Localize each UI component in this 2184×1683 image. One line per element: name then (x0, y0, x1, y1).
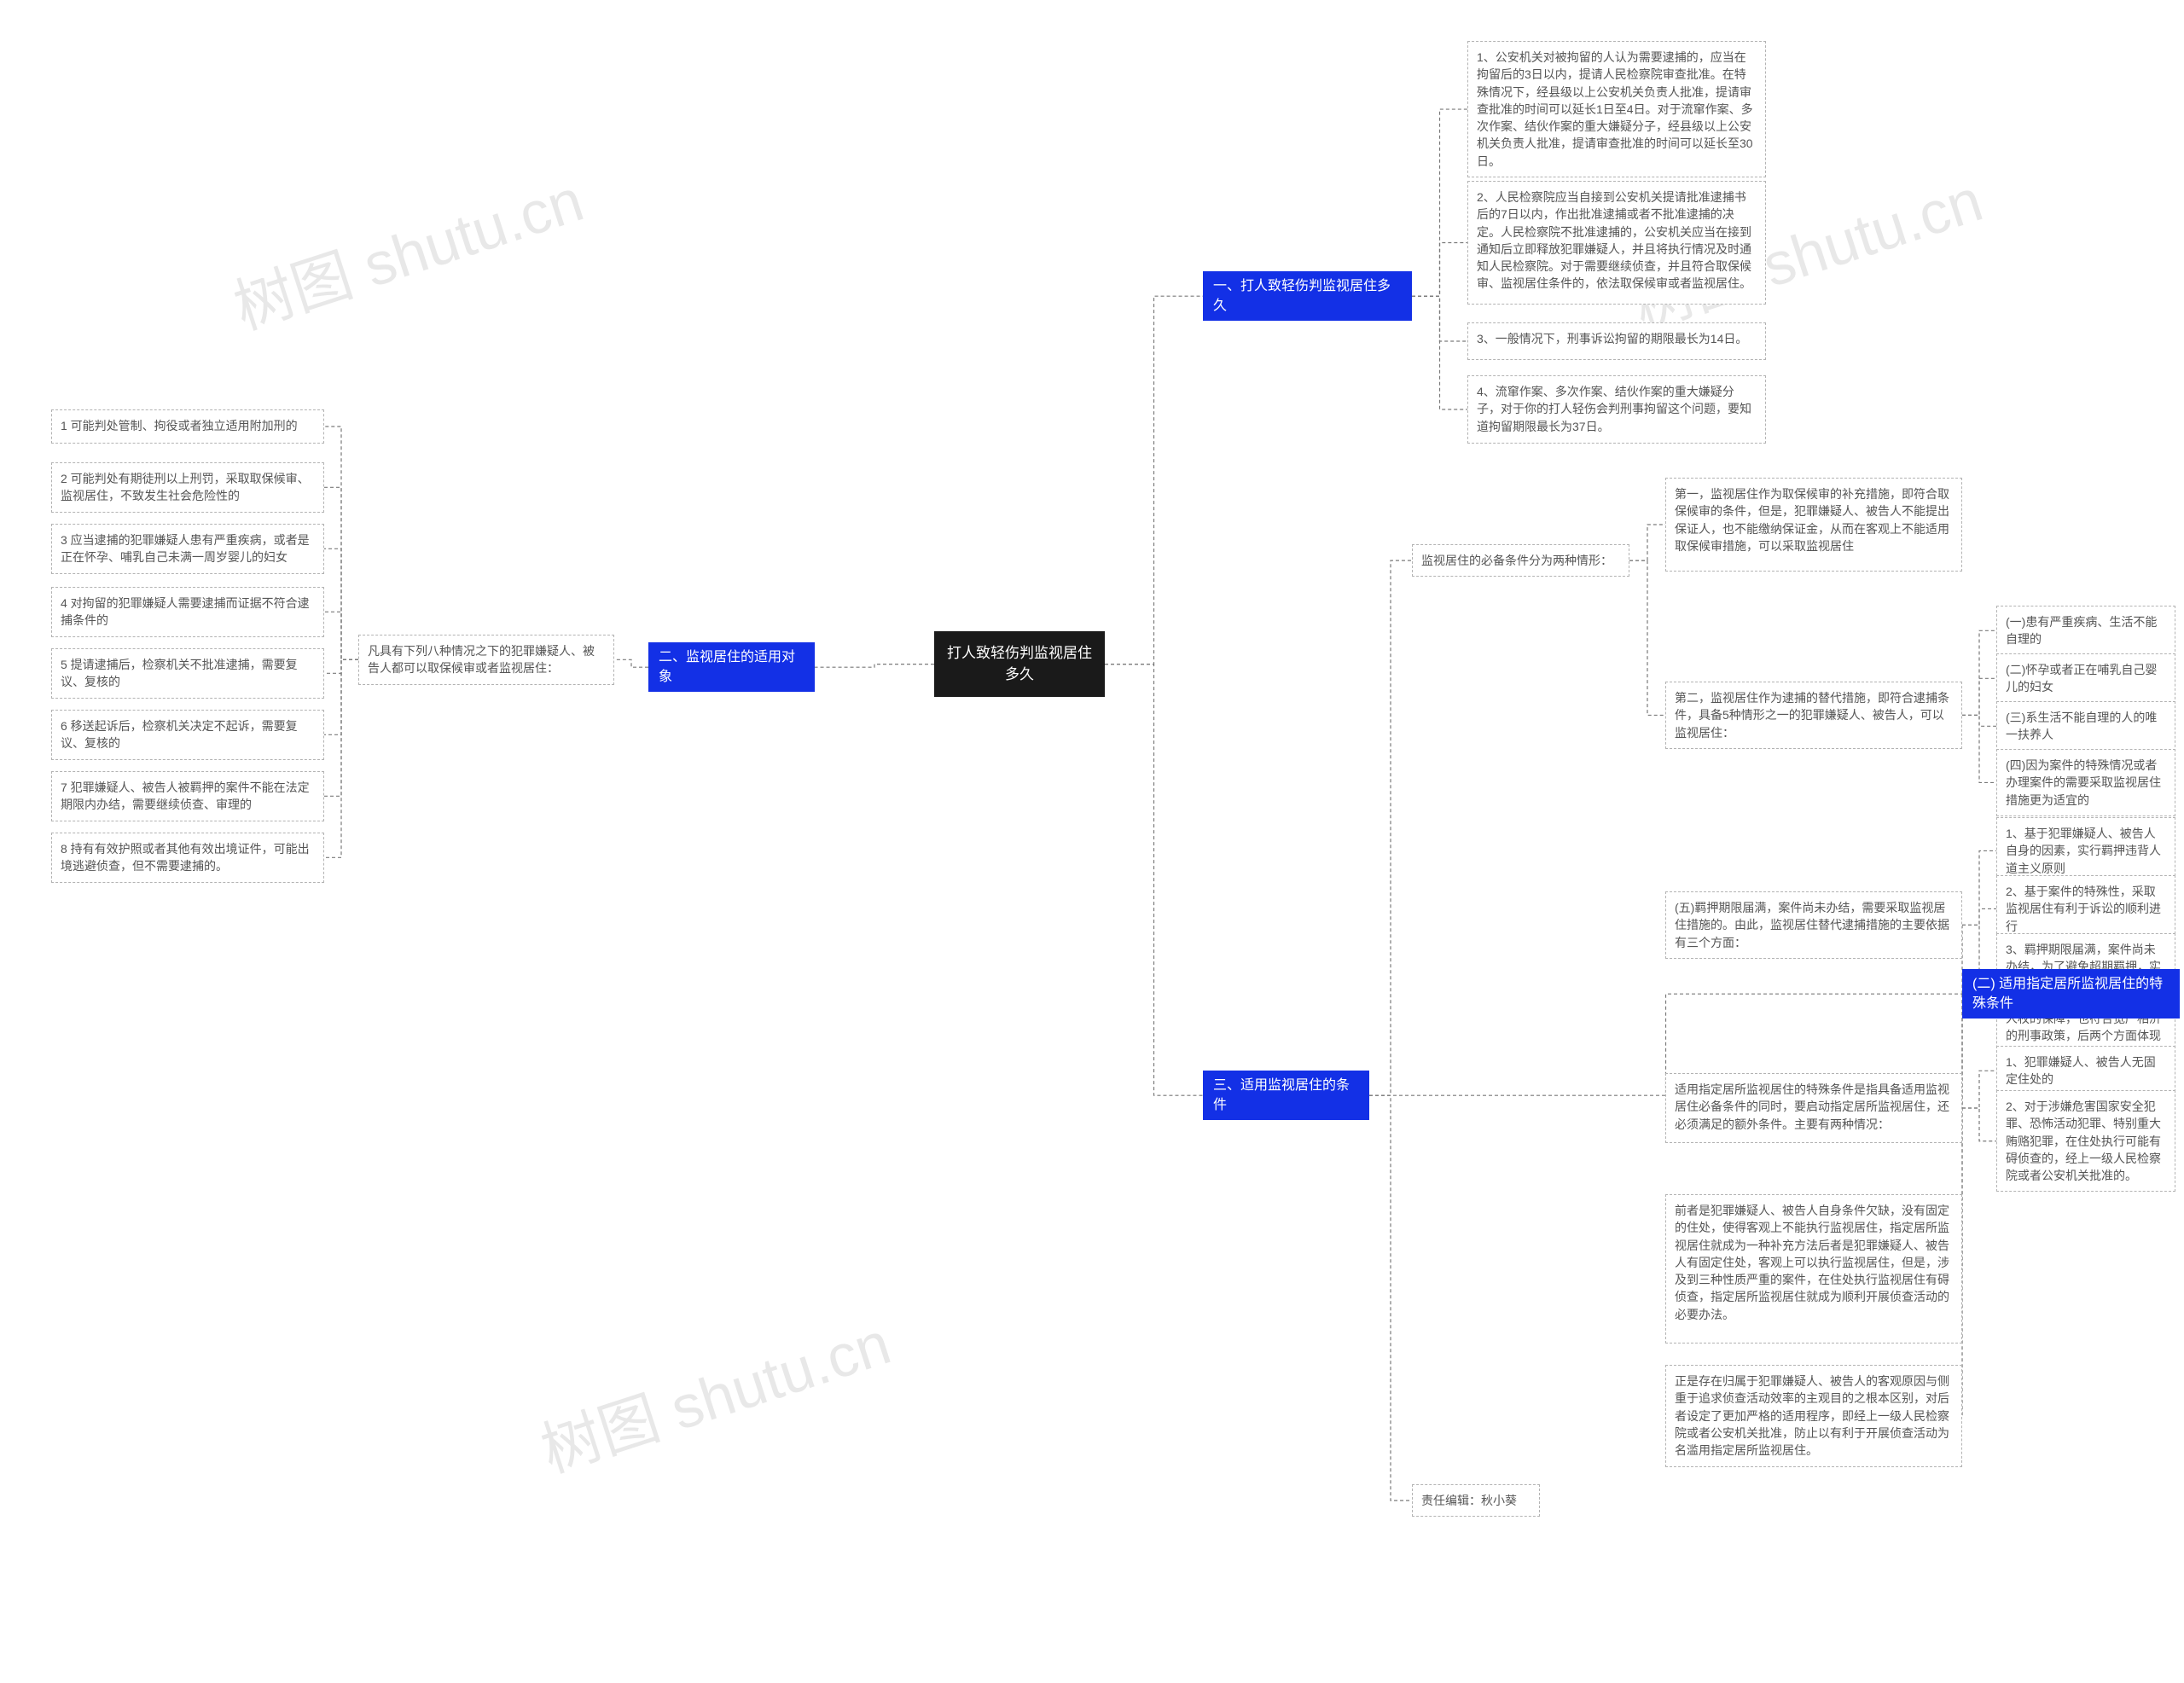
connector (1629, 525, 1665, 560)
connector (1412, 243, 1467, 297)
node-label: 前者是犯罪嫌疑人、被告人自身条件欠缺，没有固定的住处，使得客观上不能执行监视居住… (1675, 1202, 1953, 1323)
connector (1962, 1108, 1996, 1141)
box-node[interactable]: 2、对于涉嫌危害国家安全犯罪、恐怖活动犯罪、特别重大贿赂犯罪，在住处执行可能有碍… (1996, 1090, 2175, 1192)
box-node[interactable]: 前者是犯罪嫌疑人、被告人自身条件欠缺，没有固定的住处，使得客观上不能执行监视居住… (1665, 1194, 1962, 1343)
connector (1105, 296, 1203, 664)
node-label: 第二，监视居住作为逮捕的替代措施，即符合逮捕条件，具备5种情形之一的犯罪嫌疑人、… (1675, 689, 1953, 741)
node-label: 4、流窜作案、多次作案、结伙作案的重大嫌疑分子，对于你的打人轻伤会判刑事拘留这个… (1477, 383, 1757, 435)
node-label: 2 可能判处有期徒刑以上刑罚，采取取保候审、监视居住，不致发生社会危险性的 (61, 470, 315, 505)
section-node[interactable]: (二) 适用指定居所监视居住的特殊条件 (1962, 969, 2180, 1019)
connector (324, 548, 358, 659)
connector (1962, 908, 1996, 925)
node-label: 二、监视居住的适用对象 (659, 650, 795, 684)
node-label: 打人致轻伤判监视居住多久 (947, 645, 1092, 682)
node-label: (三)系生活不能自理的人的唯一扶养人 (2006, 709, 2166, 744)
box-node[interactable]: 4 对拘留的犯罪嫌疑人需要逮捕而证据不符合逮捕条件的 (51, 587, 324, 637)
node-label: 正是存在归属于犯罪嫌疑人、被告人的客观原因与侧重于追求侦查活动效率的主观目的之根… (1675, 1373, 1953, 1459)
box-node[interactable]: 第一，监视居住作为取保候审的补充措施，即符合取保候审的条件，但是，犯罪嫌疑人、被… (1665, 478, 1962, 572)
connector (1629, 560, 1665, 715)
node-label: 监视居住的必备条件分为两种情形： (1421, 552, 1620, 569)
connector (1962, 630, 1996, 715)
mindmap-canvas: 树图 shutu.cn树图 shutu.cn树图 shutu.cn打人致轻伤判监… (0, 0, 2184, 1683)
box-node[interactable]: (四)因为案件的特殊情况或者办理案件的需要采取监视居住措施更为适宜的 (1996, 749, 2175, 816)
box-node[interactable]: 5 提请逮捕后，检察机关不批准逮捕，需要复议、复核的 (51, 648, 324, 699)
box-node[interactable]: 凡具有下列八种情况之下的犯罪嫌疑人、被告人都可以取保候审或者监视居住： (358, 635, 614, 685)
box-node[interactable]: 第二，监视居住作为逮捕的替代措施，即符合逮捕条件，具备5种情形之一的犯罪嫌疑人、… (1665, 682, 1962, 749)
node-label: 2、人民检察院应当自接到公安机关提请批准逮捕书后的7日以内，作出批准逮捕或者不批… (1477, 189, 1757, 293)
box-node[interactable]: 7 犯罪嫌疑人、被告人被羁押的案件不能在法定期限内办结，需要继续侦查、审理的 (51, 771, 324, 821)
connector (1962, 678, 1996, 715)
node-label: 适用指定居所监视居住的特殊条件是指具备适用监视居住必备条件的同时，要启动指定居所… (1675, 1081, 1953, 1133)
section-node[interactable]: 一、打人致轻伤判监视居住多久 (1203, 271, 1412, 321)
connector (324, 659, 358, 796)
box-node[interactable]: 适用指定居所监视居住的特殊条件是指具备适用监视居住必备条件的同时，要启动指定居所… (1665, 1073, 1962, 1143)
box-node[interactable]: 4、流窜作案、多次作案、结伙作案的重大嫌疑分子，对于你的打人轻伤会判刑事拘留这个… (1467, 375, 1766, 444)
box-node[interactable]: (二)怀孕或者正在哺乳自己婴儿的妇女 (1996, 653, 2175, 704)
connector (1369, 1095, 1412, 1500)
node-label: 3、一般情况下，刑事诉讼拘留的期限最长为14日。 (1477, 330, 1757, 347)
node-label: 1、公安机关对被拘留的人认为需要逮捕的，应当在拘留后的3日以内，提请人民检察院审… (1477, 49, 1757, 170)
connector (324, 659, 358, 857)
box-node[interactable]: 2、人民检察院应当自接到公安机关提请批准逮捕书后的7日以内，作出批准逮捕或者不批… (1467, 181, 1766, 305)
node-label: 6 移送起诉后，检察机关决定不起诉，需要复议、复核的 (61, 717, 315, 752)
node-label: 一、打人致轻伤判监视居住多久 (1213, 279, 1391, 313)
watermark: 树图 shutu.cn (222, 153, 593, 346)
connector (324, 612, 358, 659)
node-label: (二) 适用指定居所监视居住的特殊条件 (1972, 977, 2163, 1011)
box-node[interactable]: 3 应当逮捕的犯罪嫌疑人患有严重疾病，或者是正在怀孕、哺乳自己未满一周岁婴儿的妇… (51, 524, 324, 574)
box-node[interactable]: 2 可能判处有期徒刑以上刑罚，采取取保候审、监视居住，不致发生社会危险性的 (51, 462, 324, 513)
node-label: 凡具有下列八种情况之下的犯罪嫌疑人、被告人都可以取保候审或者监视居住： (368, 642, 605, 677)
node-label: 7 犯罪嫌疑人、被告人被羁押的案件不能在法定期限内办结，需要继续侦查、审理的 (61, 779, 315, 814)
node-label: (四)因为案件的特殊情况或者办理案件的需要采取监视居住措施更为适宜的 (2006, 757, 2166, 809)
box-node[interactable]: (一)患有严重疾病、生活不能自理的 (1996, 606, 2175, 656)
connector (324, 427, 358, 659)
node-label: 2、基于案件的特殊性，采取监视居住有利于诉讼的顺利进行 (2006, 883, 2166, 935)
connector (614, 659, 648, 667)
box-node[interactable]: 1、公安机关对被拘留的人认为需要逮捕的，应当在拘留后的3日以内，提请人民检察院审… (1467, 41, 1766, 177)
section-node[interactable]: 三、适用监视居住的条件 (1203, 1071, 1369, 1120)
node-label: 第一，监视居住作为取保候审的补充措施，即符合取保候审的条件，但是，犯罪嫌疑人、被… (1675, 485, 1953, 554)
node-label: 3 应当逮捕的犯罪嫌疑人患有严重疾病，或者是正在怀孕、哺乳自己未满一周岁婴儿的妇… (61, 531, 315, 566)
root-node[interactable]: 打人致轻伤判监视居住多久 (934, 631, 1105, 697)
connector (1962, 715, 1996, 782)
node-label: 1、基于犯罪嫌疑人、被告人自身的因素，实行羁押违背人道主义原则 (2006, 825, 2166, 877)
connector (324, 659, 358, 673)
box-node[interactable]: 1 可能判处管制、拘役或者独立适用附加刑的 (51, 409, 324, 444)
box-node[interactable]: (三)系生活不能自理的人的唯一扶养人 (1996, 701, 2175, 752)
node-label: 1、犯罪嫌疑人、被告人无固定住处的 (2006, 1053, 2166, 1088)
node-label: 8 持有有效护照或者其他有效出境证件，可能出境逃避侦查，但不需要逮捕的。 (61, 840, 315, 875)
connector (1962, 850, 1996, 925)
box-node[interactable]: 8 持有有效护照或者其他有效出境证件，可能出境逃避侦查，但不需要逮捕的。 (51, 833, 324, 883)
node-label: 1 可能判处管制、拘役或者独立适用附加刑的 (61, 417, 315, 434)
connector (324, 659, 358, 734)
node-label: 三、适用监视居住的条件 (1213, 1078, 1350, 1112)
connector (1369, 560, 1412, 1095)
connector (815, 664, 934, 668)
connector (1412, 109, 1467, 296)
node-label: 责任编辑：秋小葵 (1421, 1492, 1531, 1509)
node-label: (二)怀孕或者正在哺乳自己婴儿的妇女 (2006, 661, 2166, 696)
connector (1962, 715, 1996, 726)
connector (1962, 1071, 1996, 1108)
box-node[interactable]: (五)羁押期限届满，案件尚未办结，需要采取监视居住措施的。由此，监视居住替代逮捕… (1665, 891, 1962, 959)
node-label: 5 提请逮捕后，检察机关不批准逮捕，需要复议、复核的 (61, 656, 315, 691)
section-node[interactable]: 二、监视居住的适用对象 (648, 642, 815, 692)
box-node[interactable]: 责任编辑：秋小葵 (1412, 1484, 1540, 1517)
connector (324, 487, 358, 659)
node-label: 2、对于涉嫌危害国家安全犯罪、恐怖活动犯罪、特别重大贿赂犯罪，在住处执行可能有碍… (2006, 1098, 2166, 1184)
watermark: 树图 shutu.cn (529, 1296, 900, 1489)
node-label: 4 对拘留的犯罪嫌疑人需要逮捕而证据不符合逮捕条件的 (61, 595, 315, 630)
connector (1105, 664, 1203, 1096)
box-node[interactable]: 3、一般情况下，刑事诉讼拘留的期限最长为14日。 (1467, 322, 1766, 360)
box-node[interactable]: 监视居住的必备条件分为两种情形： (1412, 544, 1629, 577)
box-node[interactable]: 正是存在归属于犯罪嫌疑人、被告人的客观原因与侧重于追求侦查活动效率的主观目的之根… (1665, 1365, 1962, 1467)
box-node[interactable]: 1、犯罪嫌疑人、被告人无固定住处的 (1996, 1046, 2175, 1096)
node-label: (一)患有严重疾病、生活不能自理的 (2006, 613, 2166, 648)
connector (1412, 296, 1467, 409)
connector (1412, 296, 1467, 341)
node-label: (五)羁押期限届满，案件尚未办结，需要采取监视居住措施的。由此，监视居住替代逮捕… (1675, 899, 1953, 951)
box-node[interactable]: 6 移送起诉后，检察机关决定不起诉，需要复议、复核的 (51, 710, 324, 760)
